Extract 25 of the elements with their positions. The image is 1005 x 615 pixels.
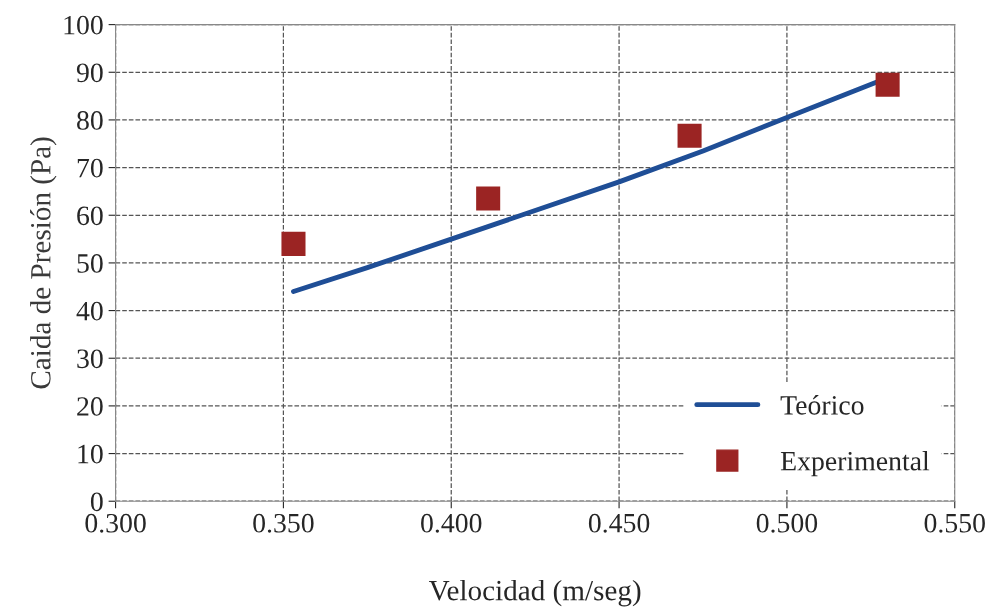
x-tick-label: 0.350 [253,513,314,533]
x-tick-label: 0.550 [924,513,985,533]
y-tick-label: 10 [78,444,103,464]
y-tick-label: 40 [76,301,103,321]
y-tick-label: 0 [90,492,103,512]
y-tick-label: 50 [77,254,103,273]
point [677,123,702,148]
y-tick-label: 60 [77,206,103,226]
x-tick-label: 0.300 [85,513,146,533]
y-tick-label: 90 [76,63,103,83]
point [476,186,501,211]
x-tick-label: 0.450 [588,513,650,533]
legend-label: Teórico [780,395,864,415]
legend-label: Experimental [780,451,930,477]
y-tick-label: 30 [77,349,103,369]
y-axis-title: Caida de Presión (Pa) [30,137,57,389]
y-tick-label: 80 [77,111,103,130]
y-tick-label: 20 [77,397,103,416]
x-tick-label: 0.400 [421,513,482,533]
y-tick-label: 100 [64,15,103,35]
point [281,231,306,256]
y-tick-label: 70 [77,158,103,178]
x-tick-label: 0.500 [756,513,818,533]
x-axis-title: Velocidad (m/seg) [428,579,641,607]
point [875,72,900,97]
